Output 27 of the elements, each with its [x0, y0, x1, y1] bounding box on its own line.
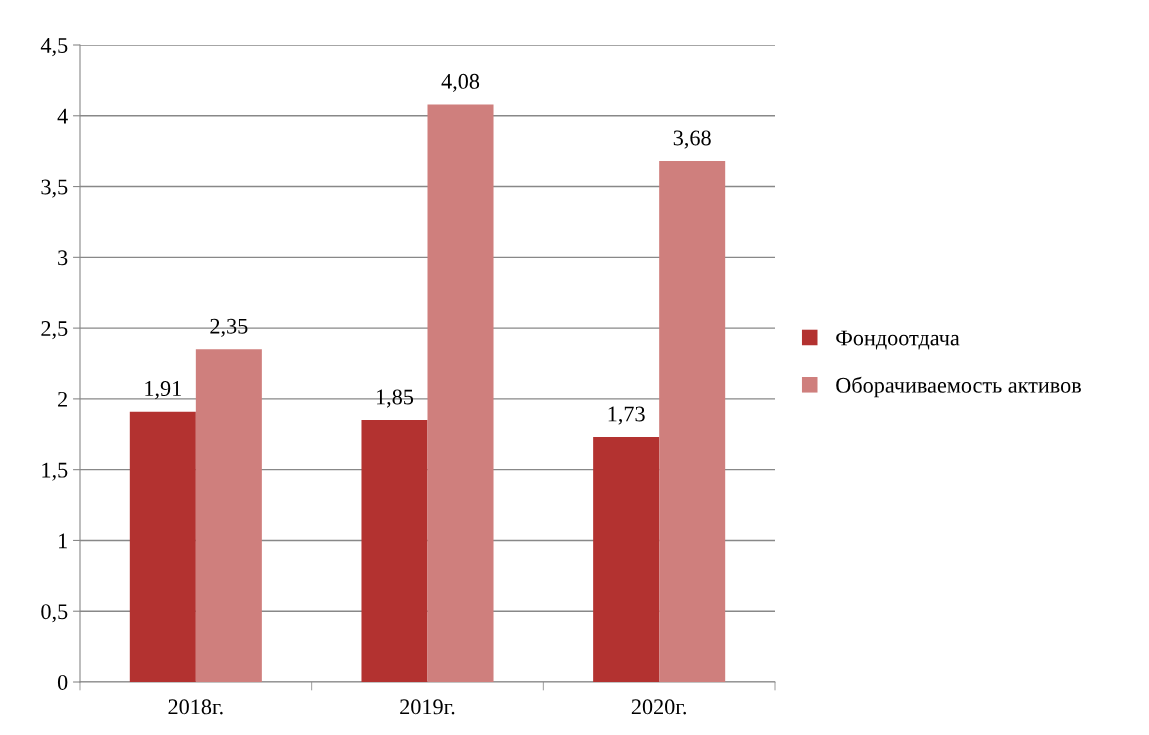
bar — [361, 420, 428, 682]
y-tick-label: 0 — [57, 674, 68, 690]
y-tick-label: 4 — [57, 108, 68, 124]
data-label: 1,73 — [608, 406, 645, 425]
y-tick-label: 1 — [59, 533, 67, 549]
data-label: 2,35 — [210, 318, 248, 337]
y-tick-label: 2,5 — [41, 321, 68, 340]
data-label: 3,68 — [673, 130, 711, 149]
data-label: 1,85 — [377, 389, 414, 408]
legend-label: Фондоотдача — [836, 330, 960, 350]
y-tick-label: 0,5 — [41, 604, 68, 623]
bar — [593, 437, 660, 682]
legend-label: Оборачиваемость активов — [836, 376, 1081, 398]
y-tick-label: 1,5 — [42, 462, 68, 481]
y-tick-label: 2 — [58, 391, 67, 407]
y-tick-label: 4,5 — [40, 38, 68, 57]
bar — [427, 104, 494, 682]
x-tick-label: 2020г. — [631, 699, 687, 715]
y-tick-label: 3 — [58, 250, 68, 266]
bar — [195, 349, 262, 682]
x-tick-label: 2018г. — [168, 699, 223, 715]
bar — [129, 411, 196, 682]
data-label: 4,08 — [441, 73, 480, 93]
y-tick-label: 3,5 — [41, 179, 68, 198]
x-tick-label: 2019г. — [400, 699, 455, 715]
data-label: 1,91 — [145, 381, 181, 400]
bar — [659, 161, 726, 682]
